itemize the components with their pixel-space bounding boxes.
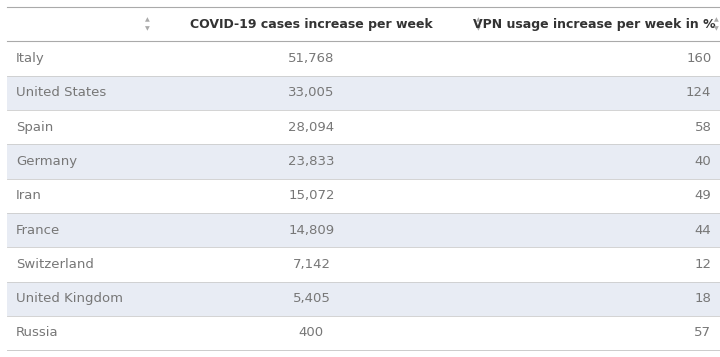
Text: VPN usage increase per week in %: VPN usage increase per week in %: [473, 18, 716, 31]
Text: 15,072: 15,072: [288, 189, 335, 202]
Text: 12: 12: [694, 258, 711, 271]
Bar: [7, 110, 720, 144]
Text: Italy: Italy: [16, 52, 45, 65]
Bar: [7, 213, 720, 247]
Text: 14,809: 14,809: [288, 223, 335, 237]
Bar: [7, 178, 720, 213]
Bar: [7, 144, 720, 178]
Text: 58: 58: [695, 121, 711, 134]
Text: 18: 18: [695, 292, 711, 305]
Text: 57: 57: [694, 327, 711, 340]
Text: 49: 49: [695, 189, 711, 202]
Text: Germany: Germany: [16, 155, 77, 168]
Bar: [7, 76, 720, 110]
Text: 28,094: 28,094: [288, 121, 335, 134]
Bar: [7, 316, 720, 350]
Text: Spain: Spain: [16, 121, 53, 134]
Text: 160: 160: [686, 52, 711, 65]
Text: 124: 124: [686, 86, 711, 99]
Text: 7,142: 7,142: [292, 258, 330, 271]
Text: 51,768: 51,768: [288, 52, 335, 65]
Text: ▼: ▼: [714, 26, 719, 31]
Text: ▼: ▼: [145, 26, 150, 31]
Text: ▲: ▲: [145, 17, 150, 22]
Text: Russia: Russia: [16, 327, 58, 340]
Text: Iran: Iran: [16, 189, 42, 202]
Text: 44: 44: [695, 223, 711, 237]
Text: France: France: [16, 223, 60, 237]
Text: United States: United States: [16, 86, 106, 99]
Text: ▲: ▲: [477, 17, 481, 22]
Text: 33,005: 33,005: [288, 86, 335, 99]
Text: 5,405: 5,405: [292, 292, 330, 305]
Text: 400: 400: [299, 327, 324, 340]
Text: United Kingdom: United Kingdom: [16, 292, 123, 305]
Text: 23,833: 23,833: [288, 155, 335, 168]
Bar: [7, 247, 720, 282]
Text: Switzerland: Switzerland: [16, 258, 94, 271]
Bar: [7, 7, 720, 41]
Bar: [7, 41, 720, 76]
Text: ▼: ▼: [477, 26, 481, 31]
Bar: [7, 282, 720, 316]
Text: COVID-19 cases increase per week: COVID-19 cases increase per week: [190, 18, 433, 31]
Text: 40: 40: [695, 155, 711, 168]
Text: ▲: ▲: [714, 17, 719, 22]
